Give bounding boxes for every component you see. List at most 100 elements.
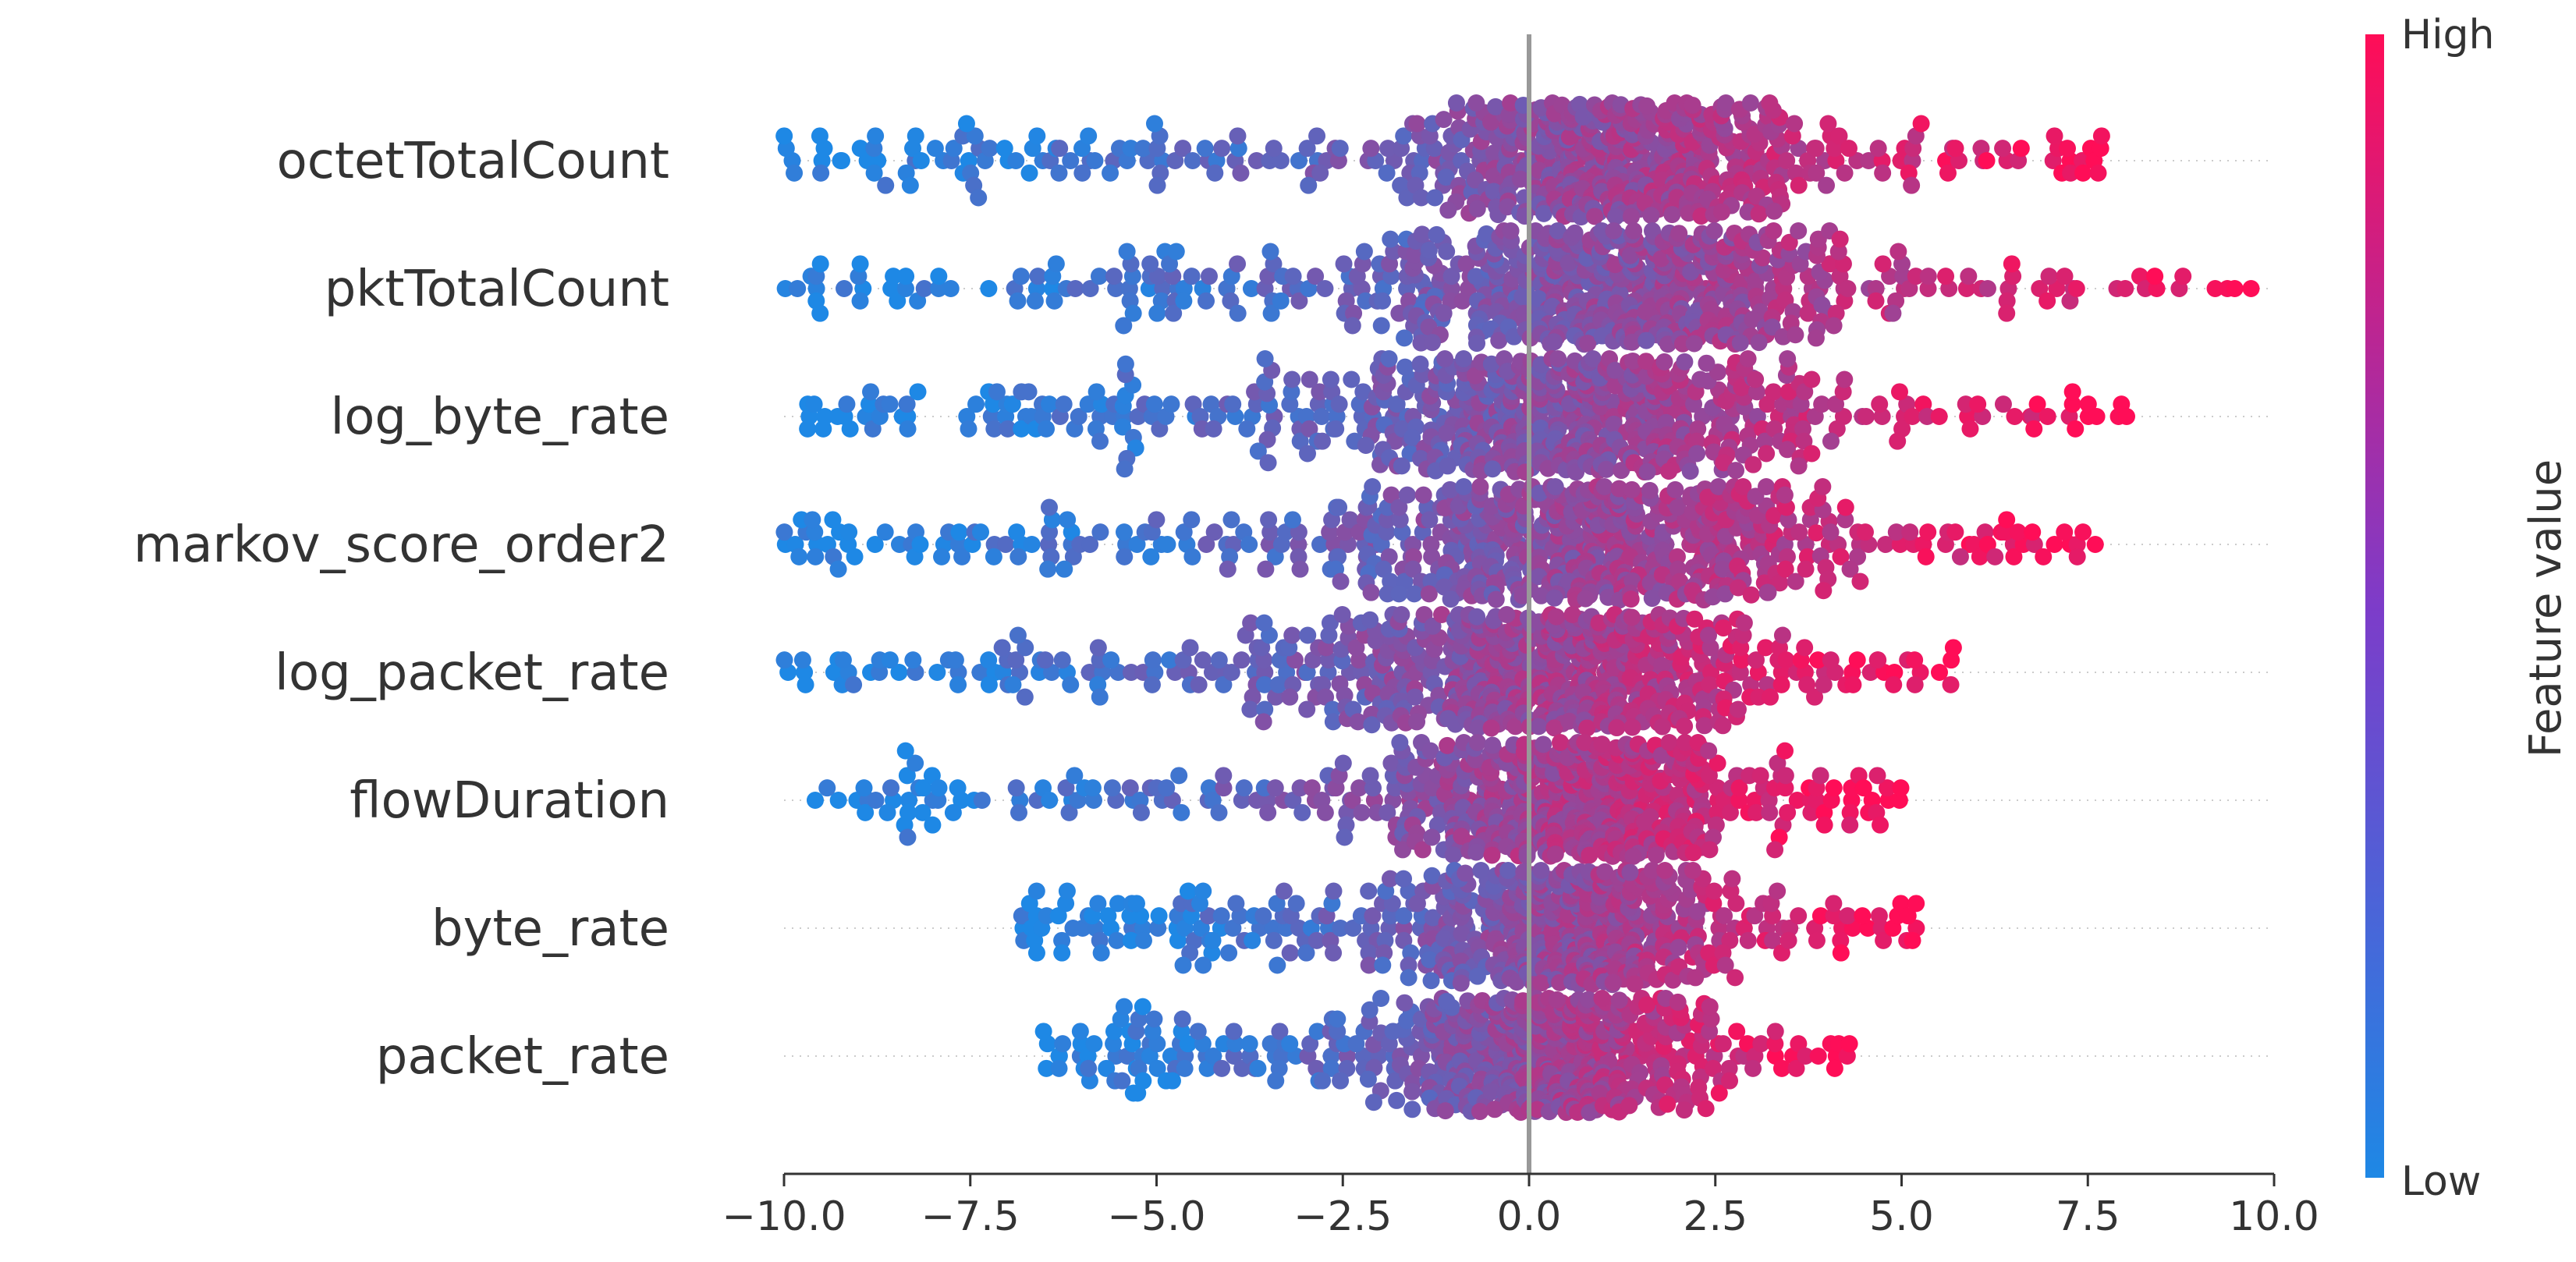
- data-point: [1183, 548, 1201, 565]
- data-point: [899, 420, 917, 438]
- data-point: [1747, 370, 1765, 388]
- data-point: [811, 304, 829, 322]
- data-point: [1183, 268, 1201, 285]
- data-point: [878, 803, 896, 821]
- data-point: [865, 164, 883, 182]
- data-point: [1994, 140, 2012, 158]
- data-point: [972, 523, 990, 541]
- data-point: [1559, 254, 1577, 272]
- data-point: [1355, 243, 1373, 261]
- data-point: [1546, 845, 1564, 863]
- data-point: [1148, 304, 1166, 322]
- data-point: [930, 268, 948, 285]
- data-point: [985, 548, 1002, 565]
- data-point: [1467, 94, 1485, 112]
- data-point: [1566, 224, 1584, 242]
- data-point: [1020, 164, 1038, 182]
- data-point: [1742, 586, 1760, 604]
- data-point: [1090, 268, 1108, 285]
- data-point: [1080, 1059, 1098, 1077]
- data-point: [1388, 1091, 1406, 1109]
- data-point: [1808, 931, 1826, 949]
- data-point: [1622, 590, 1640, 608]
- data-point: [1149, 268, 1167, 285]
- data-point: [2074, 164, 2092, 182]
- data-point: [1439, 736, 1457, 754]
- data-point: [1623, 718, 1641, 736]
- data-point: [911, 536, 929, 553]
- data-point: [981, 140, 999, 158]
- data-point: [1145, 395, 1163, 413]
- data-point: [877, 176, 895, 194]
- data-point: [1393, 457, 1410, 475]
- data-point: [1290, 292, 1308, 310]
- data-point: [1606, 361, 1624, 379]
- data-point: [1903, 176, 1921, 194]
- data-point: [2046, 127, 2063, 145]
- data-point: [1196, 140, 1214, 158]
- data-point: [1081, 280, 1099, 297]
- data-point: [1307, 268, 1325, 285]
- data-point: [1102, 164, 1119, 182]
- data-point: [1825, 895, 1843, 913]
- data-point: [2079, 395, 2097, 413]
- data-point: [1790, 457, 1808, 475]
- data-point: [1102, 651, 1120, 669]
- data-point: [1361, 767, 1379, 785]
- data-point: [2062, 164, 2080, 182]
- data-point: [1313, 432, 1331, 450]
- data-point: [1986, 548, 2004, 565]
- data-point: [2063, 395, 2081, 413]
- data-point: [1215, 767, 1233, 785]
- data-point: [1066, 280, 1084, 297]
- data-point: [1268, 956, 1286, 974]
- data-point: [1062, 152, 1080, 169]
- data-point: [1181, 639, 1199, 657]
- data-point: [1442, 280, 1460, 297]
- data-point: [1332, 1072, 1350, 1090]
- data-point: [897, 268, 915, 285]
- data-point: [1545, 719, 1563, 737]
- data-point: [1364, 478, 1382, 495]
- data-point: [1686, 610, 1704, 628]
- data-point: [1700, 626, 1718, 644]
- data-point: [1124, 304, 1142, 322]
- data-point: [1502, 94, 1520, 112]
- data-point: [841, 420, 859, 438]
- data-point: [811, 127, 829, 145]
- data-point: [1438, 243, 1456, 261]
- data-point: [1551, 734, 1569, 751]
- data-point: [1919, 523, 1937, 541]
- data-point: [1256, 350, 1274, 367]
- data-point: [1405, 585, 1423, 603]
- data-point: [1871, 395, 1889, 413]
- data-point: [2088, 408, 2106, 425]
- data-point: [1535, 736, 1552, 753]
- data-point: [1444, 846, 1462, 864]
- data-point: [1398, 486, 1416, 504]
- data-point: [2206, 280, 2224, 297]
- data-point: [1698, 354, 1716, 372]
- data-point: [1364, 1094, 1382, 1111]
- data-point: [1625, 222, 1643, 239]
- data-point: [1907, 895, 1925, 913]
- data-point: [1701, 841, 1719, 859]
- data-point: [1408, 713, 1426, 731]
- data-point: [1088, 383, 1105, 401]
- data-point: [1012, 268, 1030, 285]
- data-point: [1142, 548, 1160, 565]
- data-point: [1206, 164, 1224, 182]
- data-point: [1939, 164, 1957, 182]
- data-point: [1577, 590, 1595, 608]
- data-point: [1420, 585, 1438, 603]
- data-point: [790, 548, 808, 565]
- data-point: [942, 280, 960, 297]
- data-point: [1487, 590, 1505, 608]
- data-point: [1638, 463, 1656, 480]
- data-point: [1452, 974, 1470, 992]
- data-point: [1259, 803, 1277, 821]
- data-point: [1205, 420, 1222, 438]
- data-point: [1660, 463, 1678, 480]
- data-point: [1190, 675, 1208, 693]
- data-point: [930, 280, 948, 297]
